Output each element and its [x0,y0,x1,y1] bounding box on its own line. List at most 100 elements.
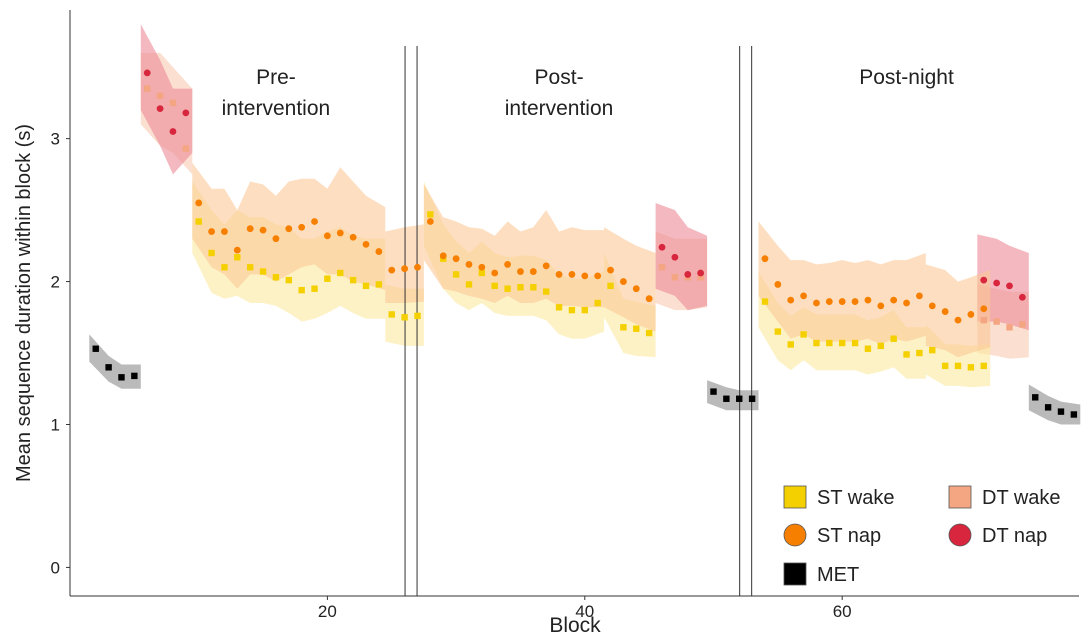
point-st_wake [916,349,923,357]
point-st_wake [633,325,640,332]
point-st_wake [349,276,357,284]
legend-swatch-met [783,562,807,586]
band-met-0 [89,334,141,389]
x-axis-label: Block [549,614,601,637]
point-dt_wake [1019,321,1026,328]
band-st_nap-5 [925,264,991,358]
point-met [131,372,138,380]
legend-label-st_nap: ST nap [817,525,881,547]
legend-label-st_wake: ST wake [817,487,894,509]
point-st_nap [916,292,923,300]
point-st_wake [761,298,769,305]
point-st_wake [414,312,421,320]
legend-swatch-st_wake [783,485,807,509]
point-st_nap [272,235,280,243]
point-st_nap [285,225,293,233]
x-axis-ticks: 20 40 60 [318,596,852,621]
point-st_nap [877,302,885,310]
point-dt_nap [980,276,988,284]
point-st_nap [221,228,228,235]
band-met-2 [1028,384,1081,425]
legend-swatch-dt_wake [948,485,972,509]
point-st_wake [555,304,563,311]
point-st_wake [478,269,486,277]
point-st_wake [246,264,254,271]
point-st_nap [349,233,357,241]
point-st_nap [491,269,499,277]
point-st_nap [439,252,447,260]
point-st_wake [259,268,267,275]
point-st_wake [813,339,820,347]
point-dt_wake [658,264,666,271]
point-st_nap [761,255,769,263]
point-st_wake [362,282,370,290]
point-st_nap [195,199,203,207]
point-st_wake [838,339,846,347]
y-axis-label: Mean sequence duration within block (s) [13,124,35,482]
point-st_wake [517,284,524,291]
point-st_nap [838,298,846,305]
point-st_nap [246,225,254,233]
x-tick-label: 20 [318,602,337,621]
point-st_nap [967,311,975,318]
point-dt_nap [1006,282,1013,290]
point-st_wake [826,339,833,347]
y-tick-label: 3 [51,130,60,149]
point-dt_nap [143,69,151,77]
point-dt_wake [980,316,987,324]
point-st_nap [478,263,486,271]
session-label-1-line2: intervention [505,97,614,120]
point-st_wake [208,249,215,257]
point-st_wake [620,324,627,331]
point-st_wake [877,342,885,350]
point-dt_wake [671,274,679,281]
band-st_nap-4 [758,221,926,345]
point-st_wake [568,306,576,314]
point-st_wake [645,329,653,337]
point-st_wake [581,306,588,314]
point-st_nap [311,218,318,225]
point-st_wake [890,335,897,342]
point-st_nap [529,268,537,275]
point-st_wake [864,345,872,352]
point-st_nap [323,232,331,240]
point-dt_wake [1006,324,1013,331]
legend-swatch-dt_nap [948,523,972,547]
point-st_nap [555,271,563,278]
session-label-2: Post-night [859,66,954,89]
y-tick-label: 0 [51,558,60,577]
point-st_wake [954,362,962,370]
x-tick-label: 60 [833,602,852,621]
point-st_wake [542,288,550,295]
point-st_nap [542,262,550,270]
point-st_nap [233,246,241,254]
session-labels: Pre-intervention Post-intervention Post-ni… [222,66,954,120]
band-st_nap-3 [604,227,656,332]
point-st_nap [851,298,859,305]
point-st_nap [401,265,409,273]
point-st_nap [620,278,627,285]
y-tick-label: 2 [51,273,60,292]
point-st_wake [401,314,408,321]
point-st_wake [851,339,859,347]
point-st_wake [504,285,511,292]
point-dt_nap [684,271,692,278]
point-dt_nap [156,105,164,113]
point-met [723,395,730,402]
point-st_wake [980,362,987,370]
point-dt_nap [658,243,666,251]
point-met [736,395,743,402]
legend-label-met: MET [817,564,859,586]
point-st_wake [272,274,280,281]
point-st_nap [581,272,589,280]
point-st_wake [800,331,807,338]
point-st_nap [298,223,306,231]
point-dt_nap [993,279,1001,287]
point-st_nap [426,218,434,225]
point-st_wake [967,364,975,371]
legend: ST wake DT wake ST nap DT nap MET [783,485,1061,586]
point-dt_wake [182,145,190,152]
point-st_wake [195,218,202,225]
y-axis-ticks: 0 1 2 3 [51,130,70,577]
point-met [92,345,99,352]
